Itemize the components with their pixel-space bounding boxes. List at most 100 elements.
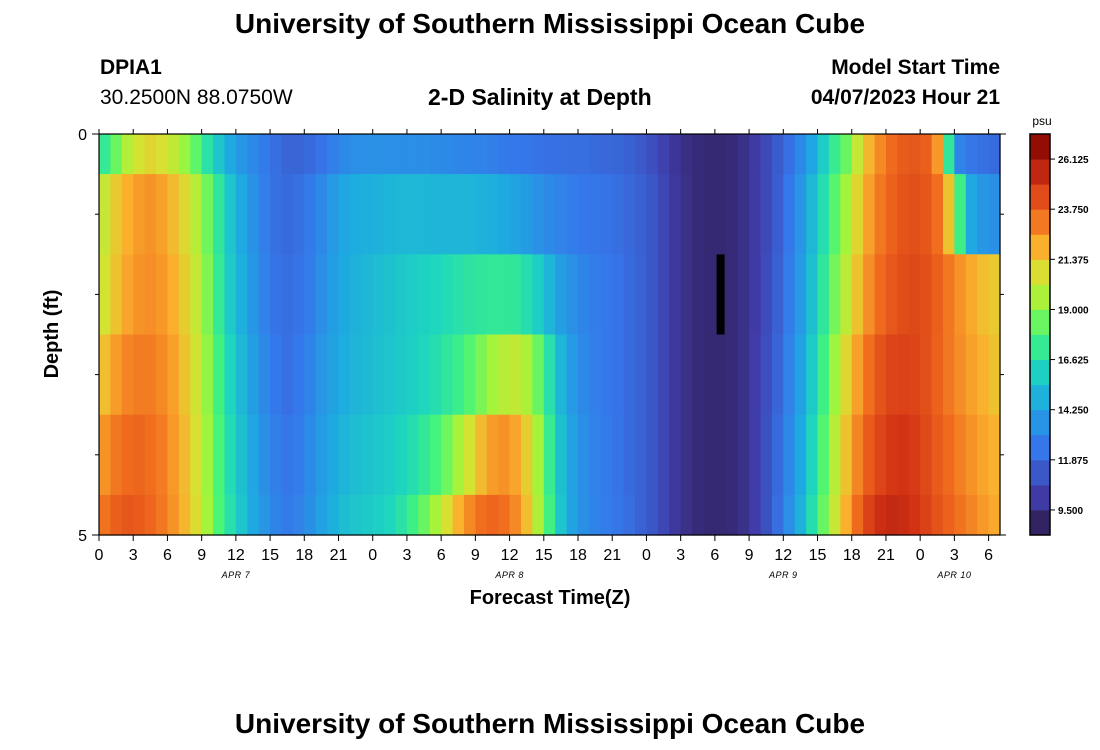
heat-cell: [178, 174, 191, 255]
heat-cell: [771, 174, 784, 255]
heat-cell: [840, 134, 853, 175]
heat-cell: [692, 334, 705, 416]
heat-cell: [441, 414, 454, 496]
heat-cell: [623, 254, 636, 336]
x-axis-title: Forecast Time(Z): [470, 587, 631, 609]
heat-cell: [874, 494, 887, 536]
heat-cell: [828, 174, 841, 255]
heat-cell: [292, 494, 305, 536]
heat-cell: [657, 174, 670, 255]
heat-cell: [828, 254, 841, 336]
heat-cell: [680, 134, 693, 175]
heat-cell: [543, 494, 556, 536]
heat-cell: [475, 334, 488, 416]
heat-cell: [646, 334, 659, 416]
heat-cell: [327, 334, 340, 416]
heat-cell: [543, 174, 556, 255]
heat-cell: [931, 254, 944, 336]
heat-cell: [578, 174, 591, 255]
heat-cell: [965, 174, 978, 255]
heat-cell: [851, 174, 864, 255]
heat-cell: [213, 174, 226, 255]
heat-cell: [395, 254, 408, 336]
heat-cell: [931, 494, 944, 536]
heat-cell: [384, 494, 397, 536]
heat-cell: [589, 134, 602, 175]
heat-cell: [327, 414, 340, 496]
heat-cell: [190, 174, 203, 255]
heat-cell: [771, 334, 784, 416]
heat-cell: [566, 494, 579, 536]
heat-cell: [863, 254, 876, 336]
x-tick-label: 15: [535, 547, 553, 564]
heat-cell: [486, 414, 499, 496]
heat-cell: [418, 254, 431, 336]
heat-cell: [555, 494, 568, 536]
heat-cell: [281, 414, 294, 496]
heat-cell: [612, 414, 625, 496]
heat-cell: [840, 494, 853, 536]
heat-cell: [817, 414, 830, 496]
heat-cell: [760, 334, 773, 416]
heat-cell: [806, 174, 819, 255]
x-tick-label: 21: [603, 547, 621, 564]
heat-cell: [931, 134, 944, 175]
heat-cell: [680, 414, 693, 496]
heat-cell: [885, 174, 898, 255]
heat-cell: [463, 494, 476, 536]
heat-cell: [247, 134, 260, 175]
heat-cell: [783, 174, 796, 255]
heat-cell: [806, 134, 819, 175]
heat-cell: [235, 494, 248, 536]
heat-cell: [327, 174, 340, 255]
heat-cell: [828, 134, 841, 175]
page-title: University of Southern Mississippi Ocean…: [234, 8, 866, 39]
heat-cell: [703, 174, 716, 255]
heat-cell: [463, 414, 476, 496]
heat-cell: [794, 254, 807, 336]
x-tick-label: 18: [843, 547, 861, 564]
heat-cell: [920, 134, 933, 175]
heat-cell: [429, 494, 442, 536]
heat-cell: [110, 174, 123, 255]
heat-cell: [201, 414, 214, 496]
heat-cell: [178, 134, 191, 175]
heat-cell: [144, 494, 157, 536]
heat-cell: [361, 494, 374, 536]
heat-cell: [977, 414, 990, 496]
heat-cell: [874, 174, 887, 255]
heat-cell: [213, 414, 226, 496]
heat-cell: [692, 414, 705, 496]
heat-cell: [144, 414, 157, 496]
heat-cell: [669, 174, 682, 255]
heat-cell: [885, 494, 898, 536]
heat-cell: [646, 414, 659, 496]
heat-cell: [452, 334, 465, 416]
heat-cell: [486, 134, 499, 175]
heat-cell: [840, 414, 853, 496]
heat-cell: [908, 334, 921, 416]
heat-cell: [863, 494, 876, 536]
heat-cell: [566, 254, 579, 336]
colorbar-tick-label: 16.625: [1058, 356, 1089, 367]
heat-cell: [623, 494, 636, 536]
heat-cell: [578, 494, 591, 536]
heat-cell: [874, 414, 887, 496]
heat-cell: [692, 254, 705, 336]
heat-cell: [281, 334, 294, 416]
heat-cell: [612, 494, 625, 536]
heat-cell: [463, 254, 476, 336]
heat-cell: [201, 134, 214, 175]
heat-cell: [292, 174, 305, 255]
heat-cell: [908, 254, 921, 336]
heat-cell: [361, 174, 374, 255]
heat-cell: [532, 174, 545, 255]
heat-cell: [338, 254, 351, 336]
heat-cell: [235, 254, 248, 336]
heat-cell: [532, 334, 545, 416]
heat-cell: [201, 494, 214, 536]
heat-cell: [874, 254, 887, 336]
heat-cell: [361, 134, 374, 175]
heat-cell: [828, 494, 841, 536]
heat-cell: [498, 334, 511, 416]
